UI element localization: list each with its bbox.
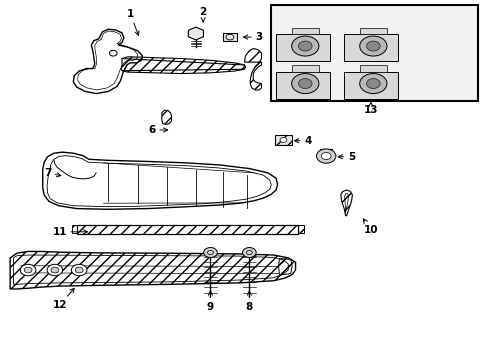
Circle shape — [298, 78, 311, 89]
Polygon shape — [274, 135, 291, 145]
Circle shape — [359, 36, 386, 56]
Text: 12: 12 — [52, 288, 74, 310]
Text: 1: 1 — [126, 9, 139, 35]
Circle shape — [242, 248, 256, 257]
Bar — [271, 5, 477, 102]
Circle shape — [71, 264, 87, 276]
Circle shape — [366, 78, 379, 89]
Polygon shape — [188, 27, 203, 40]
Circle shape — [203, 248, 217, 257]
Circle shape — [291, 36, 318, 56]
Circle shape — [51, 267, 59, 273]
Bar — [276, 72, 329, 99]
Circle shape — [298, 41, 311, 51]
Circle shape — [359, 73, 386, 94]
Text: 13: 13 — [363, 102, 377, 115]
Bar — [344, 72, 397, 99]
Bar — [359, 28, 386, 34]
Text: 7: 7 — [44, 168, 61, 178]
Circle shape — [321, 153, 330, 159]
Circle shape — [280, 138, 286, 143]
Circle shape — [75, 267, 83, 273]
Text: 8: 8 — [245, 291, 252, 312]
Circle shape — [24, 267, 32, 273]
Text: 5: 5 — [338, 152, 354, 162]
Bar — [291, 65, 318, 72]
Polygon shape — [222, 33, 237, 41]
Text: 10: 10 — [363, 219, 377, 235]
Bar — [359, 65, 386, 72]
Circle shape — [366, 41, 379, 51]
Bar — [276, 34, 329, 61]
Text: 2: 2 — [199, 7, 206, 22]
Text: 3: 3 — [243, 32, 262, 42]
Text: 6: 6 — [148, 125, 167, 135]
Circle shape — [20, 264, 36, 276]
Bar — [344, 34, 397, 61]
Circle shape — [47, 264, 62, 276]
Text: 9: 9 — [206, 291, 214, 312]
Bar — [291, 28, 318, 34]
Text: 4: 4 — [294, 136, 311, 146]
Circle shape — [291, 73, 318, 94]
Circle shape — [316, 149, 335, 163]
Text: 11: 11 — [52, 227, 87, 237]
